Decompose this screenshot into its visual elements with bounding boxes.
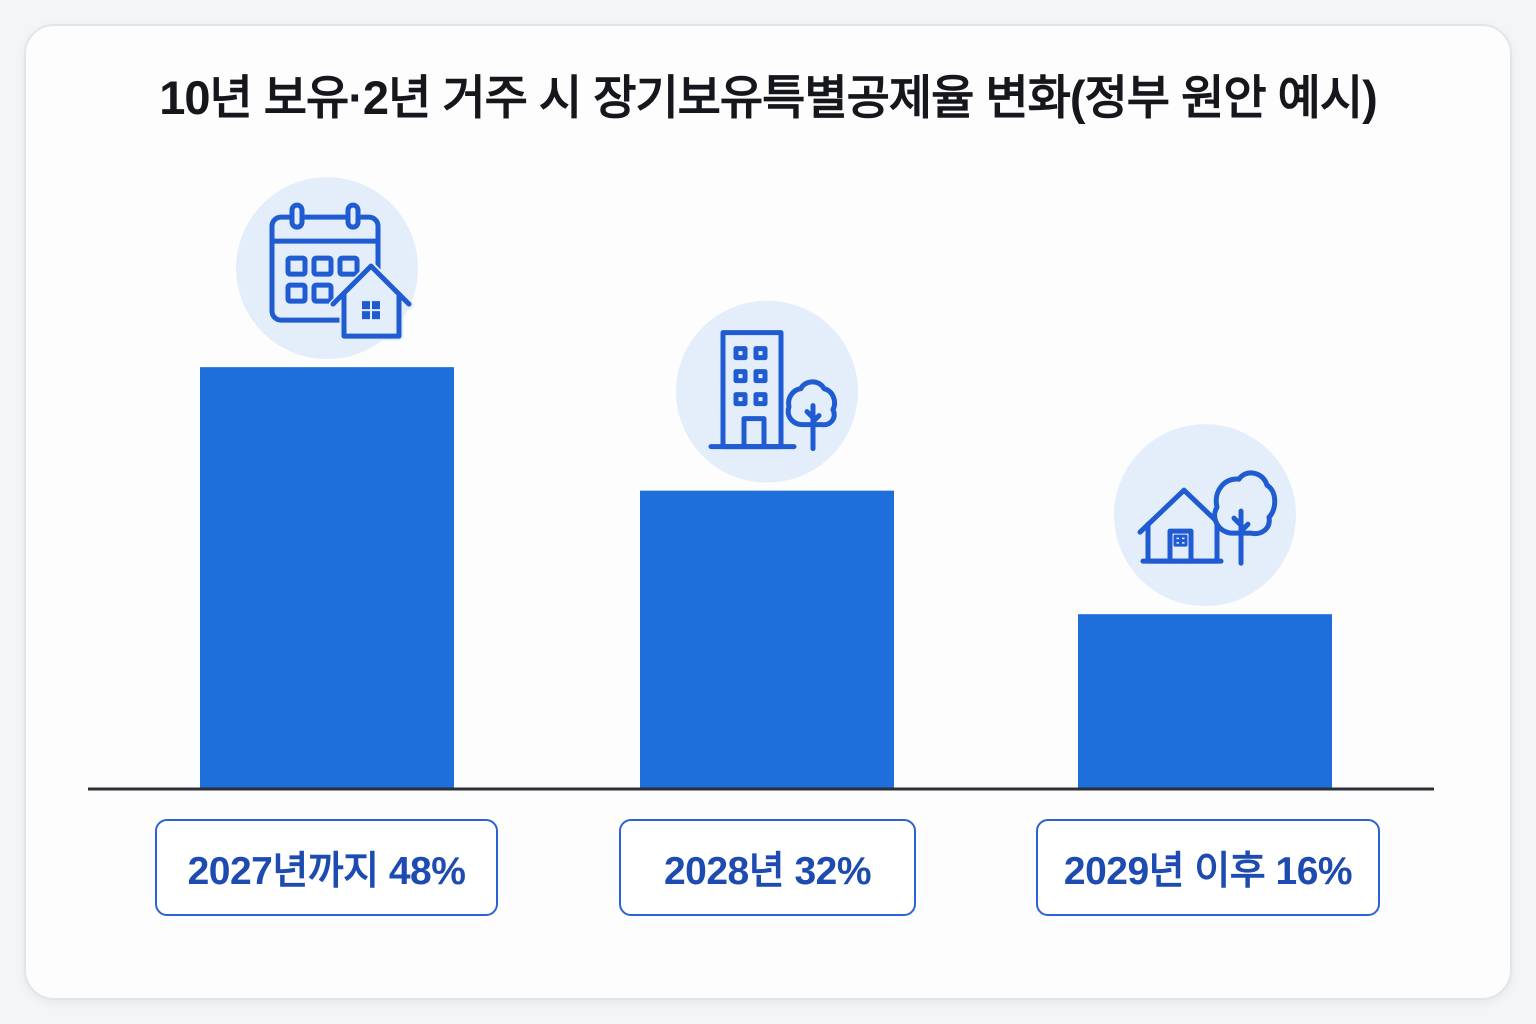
period-name: 2027년까지 — [187, 849, 379, 893]
deduction-rate: 48% — [388, 849, 466, 893]
period-label-text: 2029년 이후 16% — [1063, 840, 1353, 896]
bars — [200, 367, 1332, 789]
house-tree-icon — [1137, 470, 1278, 566]
period-label-2027: 2027년까지 48% — [155, 819, 498, 916]
period-label-2029-onward: 2029년 이후 16% — [1036, 819, 1380, 916]
bar-1 — [200, 367, 454, 789]
bar-2 — [640, 490, 894, 789]
period-label-text: 2028년 32% — [663, 840, 872, 896]
bar-3 — [1078, 614, 1332, 789]
period-name: 2028년 — [663, 849, 785, 893]
period-name: 2029년 이후 — [1063, 849, 1266, 893]
period-label-text: 2027년까지 48% — [188, 840, 466, 896]
calendar-house-icon — [269, 202, 414, 341]
chart-title: 10년 보유·2년 거주 시 장기보유특별공제율 변화(정부 원안 예시) — [159, 71, 1378, 124]
period-label-2028: 2028년 32% — [619, 819, 916, 916]
building-tree-icon — [708, 330, 838, 452]
deduction-rate: 32% — [794, 849, 872, 893]
deduction-rate: 16% — [1275, 849, 1353, 893]
